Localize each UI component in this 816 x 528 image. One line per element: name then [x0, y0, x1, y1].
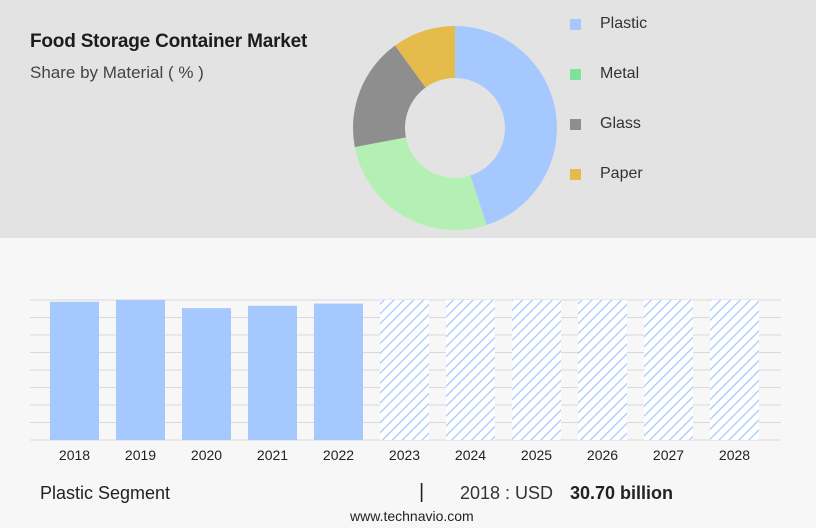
- x-tick-label-2021: 2021: [257, 447, 288, 463]
- bar-2024: [446, 300, 495, 440]
- donut-slice-glass: [352, 45, 426, 148]
- x-tick-label-2028: 2028: [719, 447, 750, 463]
- bar-2022: [314, 303, 363, 440]
- bar-2021: [248, 305, 297, 440]
- bar-chart: 2018 2019 2020 2021 2022 2023 2024 2025 2026 2027…: [30, 299, 781, 463]
- x-tick-label-2024: 2024: [455, 447, 486, 463]
- x-tick-label-2018: 2018: [59, 447, 90, 463]
- chart-subtitle: Share by Material ( % ): [30, 63, 204, 82]
- bar-2025: [512, 300, 561, 440]
- bar-2020: [182, 308, 231, 440]
- bar-2018: [50, 301, 99, 440]
- legend-swatch-glass: [570, 119, 581, 130]
- legend-swatch-plastic: [570, 19, 581, 30]
- legend-label-paper: Paper: [600, 165, 643, 182]
- x-tick-label-2019: 2019: [125, 447, 156, 463]
- bar-2026: [578, 300, 627, 440]
- bar-2019: [116, 300, 165, 440]
- donut-chart: [352, 26, 558, 231]
- x-tick-label-2023: 2023: [389, 447, 420, 463]
- footer-divider: |: [419, 481, 425, 503]
- bar-2028: [710, 300, 759, 440]
- x-tick-label-2025: 2025: [521, 447, 552, 463]
- legend-swatch-paper: [570, 169, 581, 180]
- source-link[interactable]: www.technavio.com: [350, 508, 474, 524]
- donut-slice-paper: [395, 26, 455, 88]
- x-tick-label-2026: 2026: [587, 447, 618, 463]
- x-tick-label-2020: 2020: [191, 447, 222, 463]
- x-tick-label-2022: 2022: [323, 447, 354, 463]
- bar-2027: [644, 300, 693, 440]
- legend-label-plastic: Plastic: [600, 15, 648, 32]
- segment-label: Plastic Segment: [40, 483, 171, 503]
- legend-label-glass: Glass: [600, 115, 641, 132]
- bar-2023: [380, 300, 429, 440]
- x-tick-label-2027: 2027: [653, 447, 684, 463]
- legend-swatch-metal: [570, 69, 581, 80]
- chart-title: Food Storage Container Market: [30, 31, 308, 52]
- donut-slice-plastic: [455, 26, 558, 226]
- footer-value: 30.70 billion: [570, 483, 674, 503]
- legend-label-metal: Metal: [600, 65, 640, 82]
- footer-year-prefix: 2018 : USD: [460, 483, 554, 503]
- donut-slice-metal: [354, 137, 487, 231]
